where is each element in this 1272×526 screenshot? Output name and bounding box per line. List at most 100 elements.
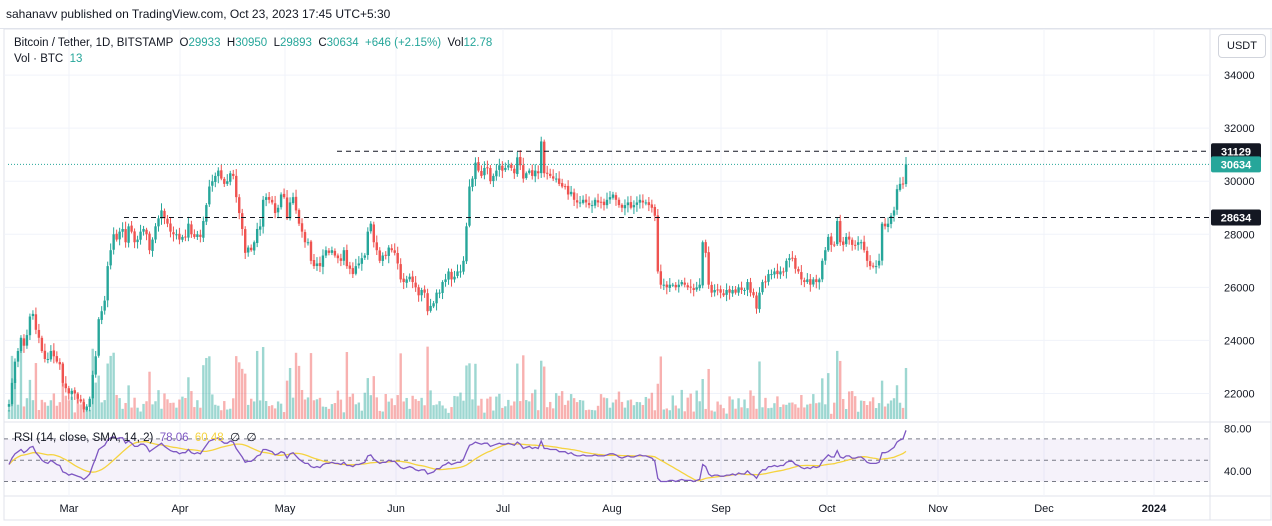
- volume-bar: [707, 368, 710, 419]
- volume-bar: [716, 401, 719, 419]
- candle-body: [205, 205, 208, 222]
- volume-bar: [770, 407, 773, 419]
- volume-bar: [719, 404, 722, 419]
- volume-bar: [414, 399, 417, 419]
- volume-bar: [776, 396, 779, 419]
- volume-bar: [665, 408, 668, 419]
- volume-bar: [282, 412, 286, 419]
- volume-bar: [411, 395, 414, 419]
- time-tick-label: Nov: [928, 503, 948, 515]
- volume-bar: [64, 395, 68, 419]
- candle-body: [7, 404, 11, 407]
- candle-body: [528, 170, 531, 173]
- volume-bar: [444, 408, 447, 419]
- volume-bar: [833, 402, 836, 419]
- volume-bar: [429, 390, 432, 419]
- candle-body: [623, 205, 627, 209]
- candle-body: [847, 236, 851, 240]
- volume-bar: [333, 403, 337, 419]
- volume-bar: [698, 401, 701, 419]
- candle-body: [252, 242, 256, 251]
- candle-body: [614, 195, 618, 200]
- candle-body: [590, 205, 594, 207]
- candle-body: [635, 202, 639, 205]
- candle-body: [584, 199, 588, 203]
- volume-bar: [656, 383, 660, 419]
- volume-bar: [584, 410, 588, 419]
- candle-body: [267, 197, 271, 200]
- volume-bar: [103, 400, 106, 419]
- candle-body: [495, 170, 498, 177]
- volume-bar: [447, 412, 450, 419]
- candle-body: [785, 260, 788, 272]
- last-price-tag: [1211, 156, 1261, 173]
- volume-bar: [752, 395, 755, 419]
- candle-body: [145, 229, 148, 235]
- candle-body: [886, 223, 890, 228]
- volume-bar: [184, 398, 187, 419]
- candle-body: [883, 223, 887, 227]
- candle-body: [360, 258, 364, 264]
- candle-body: [342, 250, 346, 261]
- candle-body: [273, 203, 277, 214]
- volume-bar: [578, 399, 582, 419]
- candle-body: [52, 350, 56, 357]
- volume-bar: [363, 392, 367, 419]
- candle-body: [456, 271, 459, 276]
- candle-body: [904, 164, 908, 185]
- rsi-label[interactable]: RSI (14, close, SMA, 14, 2): [14, 432, 154, 444]
- volume-bar: [839, 360, 842, 419]
- candle-body: [136, 239, 139, 243]
- candle-body: [432, 303, 435, 307]
- symbol-title[interactable]: Bitcoin / Tether, 1D, BITSTAMP: [14, 37, 174, 49]
- volume-bar: [85, 406, 88, 419]
- candle-body: [812, 279, 815, 285]
- candle-body: [779, 271, 782, 275]
- volume-bar: [815, 403, 818, 419]
- volume-bar: [40, 399, 44, 419]
- candle-body: [43, 350, 47, 359]
- volume-bar: [821, 378, 824, 419]
- volume-bar: [572, 398, 576, 419]
- volume-bar: [378, 410, 381, 419]
- level-price-tag: [1211, 143, 1261, 160]
- candle-body: [444, 279, 447, 282]
- volume-bar: [611, 402, 615, 419]
- candle-body: [842, 241, 845, 245]
- volume-bar: [297, 365, 301, 419]
- candle-body: [238, 197, 241, 214]
- candle-body: [235, 175, 238, 198]
- candle-body: [151, 239, 154, 251]
- candle-body: [575, 200, 579, 203]
- volume-bar: [142, 403, 145, 419]
- volume-bar: [115, 395, 118, 419]
- candle-body: [671, 284, 674, 286]
- rsi-extra-1: ∅: [230, 432, 241, 444]
- time-tick-label: Jul: [496, 503, 510, 515]
- volume-bar: [336, 390, 340, 419]
- candle-body: [10, 382, 14, 405]
- vol-row-value: 13: [69, 53, 83, 65]
- vol-row-label[interactable]: Vol · BTC: [14, 53, 64, 65]
- candle-body: [525, 173, 528, 179]
- currency-button[interactable]: USDT: [1218, 34, 1266, 58]
- candle-body: [214, 175, 217, 182]
- candle-body: [193, 234, 196, 237]
- candle-body: [109, 250, 112, 266]
- volume-bar: [300, 389, 304, 419]
- volume-bar: [504, 406, 507, 419]
- volume-bar: [456, 396, 459, 419]
- candle-body: [468, 186, 471, 226]
- candle-body: [632, 205, 636, 208]
- candle-body: [719, 289, 722, 293]
- candle-body: [73, 390, 76, 394]
- volume-bar: [426, 346, 429, 419]
- candle-body: [285, 197, 289, 219]
- volume-bar: [827, 373, 830, 419]
- candle-body: [208, 186, 211, 205]
- volume-bar: [175, 407, 178, 419]
- volume-bar: [537, 410, 540, 419]
- candle-body: [710, 284, 713, 293]
- candle-body: [402, 278, 405, 283]
